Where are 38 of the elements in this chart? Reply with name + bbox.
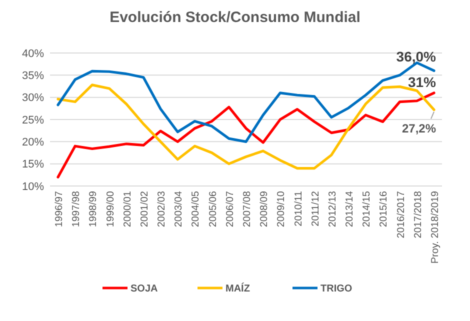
x-tick-label: 2002/03 <box>156 190 168 228</box>
y-tick-label: 15% <box>22 158 44 171</box>
data-label: 27,2% <box>402 122 436 136</box>
data-label: 36,0% <box>396 48 437 65</box>
x-tick-label: 2013/14 <box>344 190 356 228</box>
data-label: 31% <box>408 74 437 90</box>
x-tick-label: 2008/09 <box>259 190 270 228</box>
chart-title: Evolución Stock/Consumo Mundial <box>110 9 360 26</box>
y-tick-label: 35% <box>22 70 44 82</box>
x-tick-label: 2012/13 <box>327 190 338 228</box>
x-tick-label: 2016/2017 <box>396 190 407 238</box>
x-tick-label: 2015/16 <box>378 190 390 228</box>
x-tick-label: 2007/08 <box>242 190 253 228</box>
x-tick-label: 2010/11 <box>293 190 304 226</box>
legend-label: TRIGO <box>320 284 352 294</box>
x-tick-label: 2001/02 <box>139 190 150 228</box>
y-tick-label: 20% <box>22 136 44 149</box>
legend-label: SOJA <box>130 284 158 294</box>
x-tick-label: 2004/05 <box>190 190 202 228</box>
x-tick-label: 2017/2018 <box>412 190 424 238</box>
x-tick-label: 1996/97 <box>54 190 65 228</box>
y-tick-label: 10% <box>22 180 44 193</box>
x-tick-label: 1999/00 <box>105 190 116 228</box>
x-tick-label: 1998/99 <box>88 190 100 228</box>
x-tick-label: 2000/01 <box>122 190 134 228</box>
x-tick-label: 2014/15 <box>362 190 373 228</box>
x-tick-label: 2006/07 <box>224 190 236 228</box>
line-series <box>56 92 436 178</box>
y-tick-label: 30% <box>22 92 44 104</box>
x-tick-label: 1997/98 <box>71 190 82 228</box>
x-tick-label: Proy. 2018/2019 <box>430 190 441 264</box>
x-tick-label: 2009/10 <box>276 190 288 228</box>
x-tick-label: 2005/06 <box>208 190 219 228</box>
y-tick-label: 40% <box>22 48 44 60</box>
y-tick-label: 25% <box>22 114 44 126</box>
x-tick-label: 2011/12 <box>310 190 322 226</box>
legend-label: MAÍZ <box>226 282 250 294</box>
x-tick-label: 2003/04 <box>174 190 185 228</box>
